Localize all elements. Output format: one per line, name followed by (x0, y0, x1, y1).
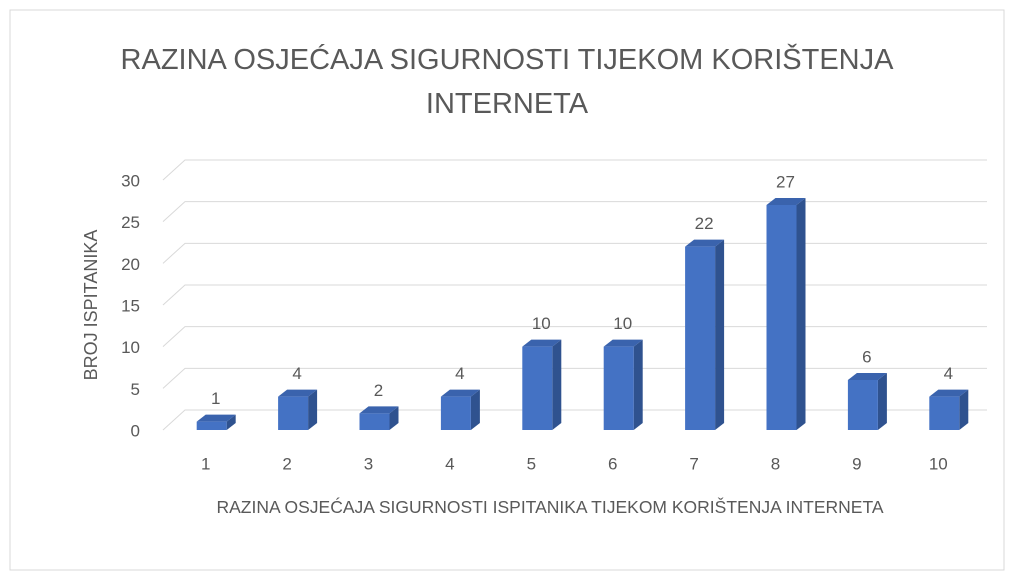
bar-face (522, 346, 553, 430)
grid-line (162, 159, 987, 181)
bar (847, 373, 887, 430)
x-tick-label: 4 (445, 454, 454, 473)
bar-face (603, 339, 643, 347)
bar-face (440, 389, 480, 397)
bar-face (308, 389, 318, 430)
data-label: 10 (613, 314, 632, 333)
data-label: 27 (776, 172, 795, 191)
grid-line (162, 201, 987, 223)
bar (685, 239, 725, 430)
bar-face (359, 413, 390, 430)
bar-face (196, 414, 236, 422)
data-label: 4 (292, 364, 301, 383)
bar-face (603, 346, 634, 430)
y-tick-label: 10 (121, 338, 140, 357)
bar-face (685, 246, 716, 430)
bar-face (847, 373, 887, 380)
bar-face (359, 406, 399, 414)
y-tick-label: 5 (131, 380, 140, 399)
bar-face (847, 380, 878, 430)
x-tick-label: 10 (929, 454, 948, 473)
bar-face (522, 339, 562, 347)
bar-face (796, 198, 806, 430)
chart-border (9, 9, 1005, 571)
bar-face (766, 198, 806, 205)
x-tick-label: 8 (771, 454, 780, 473)
bar-face (715, 239, 725, 430)
x-tick-label: 1 (201, 454, 210, 473)
y-tick-label: 0 (131, 421, 140, 440)
data-label: 10 (532, 314, 551, 333)
bar (522, 339, 562, 430)
bar-face (633, 339, 643, 430)
data-label: 22 (695, 214, 714, 233)
y-tick-label: 15 (121, 296, 140, 315)
y-tick-label: 25 (121, 213, 140, 232)
y-tick-label: 20 (121, 255, 140, 274)
x-tick-label: 2 (282, 454, 291, 473)
data-label: 4 (455, 364, 464, 383)
bar-face (440, 396, 471, 430)
data-label: 4 (944, 364, 953, 383)
bar-face (685, 239, 725, 247)
bar-face (278, 389, 318, 397)
bar-face (278, 396, 309, 430)
bar (196, 414, 236, 430)
x-tick-label: 7 (689, 454, 698, 473)
y-axis-title: BROJ ISPITANIKA (81, 230, 101, 381)
bar-face (389, 406, 399, 430)
bar (440, 389, 480, 430)
bar-face (766, 205, 797, 430)
x-tick-label: 9 (852, 454, 861, 473)
data-label: 2 (374, 381, 383, 400)
bar-face (877, 373, 887, 430)
bar (278, 389, 318, 430)
x-tick-label: 3 (364, 454, 373, 473)
x-axis-title: RAZINA OSJEĆAJA SIGURNOSTI ISPITANIKA TI… (216, 497, 884, 517)
bar (359, 406, 399, 430)
data-label: 1 (211, 389, 220, 408)
bar-face (552, 339, 562, 430)
bar-face (196, 421, 227, 430)
bar-face (929, 396, 960, 430)
y-tick-label: 30 (121, 171, 140, 190)
data-label: 6 (862, 347, 871, 366)
x-tick-label: 5 (527, 454, 536, 473)
bar (929, 389, 969, 430)
x-tick-label: 6 (608, 454, 617, 473)
bar (766, 198, 806, 430)
chart-title: RAZINA OSJEĆAJA SIGURNOSTI TIJEKOM KORIŠ… (120, 44, 894, 120)
bar-face (226, 414, 236, 430)
bar (603, 339, 643, 430)
bar-face (470, 389, 480, 430)
bar-face (959, 389, 969, 430)
bar-face (929, 389, 969, 397)
